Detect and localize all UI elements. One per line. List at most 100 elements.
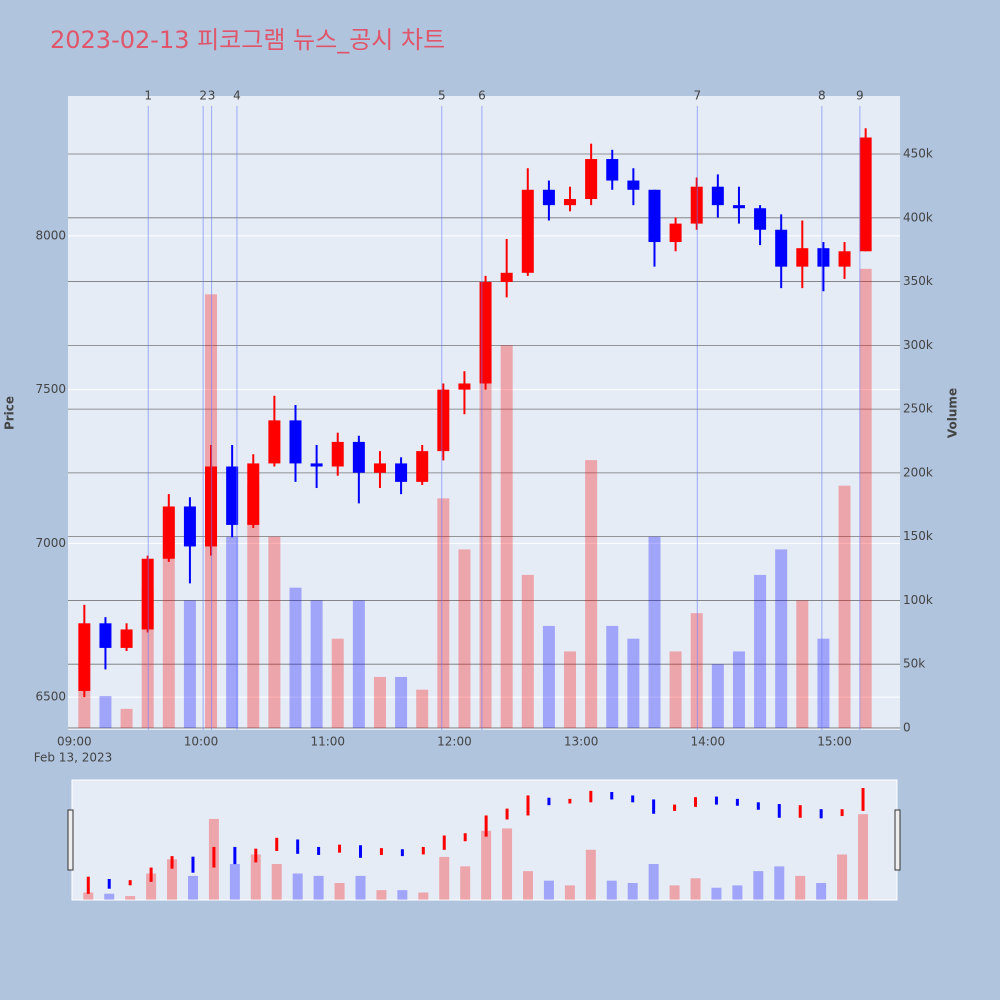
candle-body (564, 199, 577, 206)
volume-bar (500, 345, 513, 728)
range-slider[interactable] (71, 779, 898, 901)
candle-body (416, 451, 429, 482)
candle-body (479, 282, 492, 384)
volume-bar (690, 613, 703, 728)
volume-bar (78, 689, 91, 728)
volume-bar (542, 625, 555, 728)
candle-body (331, 441, 344, 467)
volume-bar (437, 498, 450, 728)
y-tick-label: 6500 (35, 690, 66, 704)
x-tick-label: 12:00 (437, 735, 472, 749)
volume-bar (564, 651, 577, 728)
candle-body (796, 248, 809, 267)
volume-bar (395, 676, 408, 728)
candle-body (99, 623, 112, 648)
volume-bar (310, 600, 323, 728)
volume-bar (669, 651, 682, 728)
volume-bar (606, 625, 619, 728)
slider-volume-bar (460, 866, 471, 900)
slider-volume-bar (313, 875, 324, 900)
event-label: 9 (856, 89, 864, 103)
slider-volume-bar (606, 880, 617, 900)
volume-bar (817, 638, 830, 728)
slider-volume-bar (795, 875, 806, 900)
event-label: 1 (144, 89, 152, 103)
candle-body (247, 463, 260, 525)
x-tick-label: 11:00 (310, 735, 345, 749)
volume-bar (226, 536, 239, 728)
candle-body (585, 159, 598, 200)
candle-body (395, 463, 408, 482)
volume-bar (289, 587, 302, 728)
slider-volume-bar (648, 864, 659, 900)
slider-volume-bar (837, 854, 848, 900)
candle-body (711, 186, 724, 206)
candle-body (289, 420, 302, 464)
candle-body (775, 229, 788, 267)
y-axis-title: Price (3, 396, 17, 430)
y2-tick-label: 50k (903, 657, 925, 671)
volume-bar (648, 536, 661, 728)
y-tick-label: 8000 (35, 228, 66, 242)
slider-volume-bar (167, 859, 178, 900)
slider-volume-bar (816, 883, 827, 900)
slider-volume-bar (125, 896, 136, 900)
slider-volume-bar (711, 887, 722, 900)
candle-body (542, 189, 555, 206)
candle-body (141, 558, 154, 630)
slider-volume-bar (250, 854, 261, 900)
volume-bar (352, 600, 365, 728)
volume-bar (838, 485, 851, 728)
event-label: 8 (818, 89, 826, 103)
slider-volume-bar (418, 892, 429, 900)
y2-tick-label: 250k (903, 402, 933, 416)
candle-body (78, 623, 91, 691)
volume-bar (732, 651, 745, 728)
candle-body (458, 383, 471, 390)
candle-body (352, 441, 365, 473)
candle-body (669, 223, 682, 243)
candle-body (817, 248, 830, 267)
chart-title: 2023-02-13 피코그램 뉴스_공시 차트 (50, 26, 445, 54)
event-label: 6 (478, 89, 486, 103)
y2-tick-label: 200k (903, 465, 933, 479)
y-tick-label: 7500 (35, 382, 66, 396)
volume-bar (183, 600, 196, 728)
candle-body (838, 251, 851, 267)
slider-volume-bar (774, 866, 785, 900)
slider-volume-bar (104, 893, 115, 900)
slider-volume-bar (627, 883, 638, 900)
y2-tick-label: 400k (903, 210, 933, 224)
event-label: 4 (233, 89, 241, 103)
x-date-label: Feb 13, 2023 (34, 751, 113, 765)
slider-handle[interactable] (894, 809, 901, 871)
slider-volume-bar (292, 873, 303, 900)
event-label: 3 (208, 89, 216, 103)
slider-volume-bar (376, 890, 387, 900)
slider-volume-bar (502, 828, 513, 900)
volume-bar (585, 460, 598, 728)
event-label: 2 (199, 89, 207, 103)
volume-bar (859, 268, 872, 728)
volume-bar (775, 549, 788, 728)
candle-body (183, 506, 196, 547)
y2-tick-label: 100k (903, 593, 933, 607)
slider-handle[interactable] (67, 809, 74, 871)
y-tick-label: 7000 (35, 536, 66, 550)
event-label: 5 (438, 89, 446, 103)
volume-bar (99, 696, 112, 728)
volume-bar (162, 511, 175, 728)
x-tick-label: 15:00 (817, 735, 852, 749)
volume-bar (120, 708, 133, 728)
volume-bar (711, 664, 724, 728)
volume-bar (416, 689, 429, 728)
volume-bar (754, 574, 767, 728)
candle-body (268, 420, 281, 464)
candle-body (373, 463, 386, 473)
y2-axis-title: Volume (946, 388, 960, 438)
candle-body (120, 629, 133, 648)
candle-body (310, 463, 323, 467)
candle-body (690, 186, 703, 224)
slider-volume-bar (669, 885, 680, 900)
